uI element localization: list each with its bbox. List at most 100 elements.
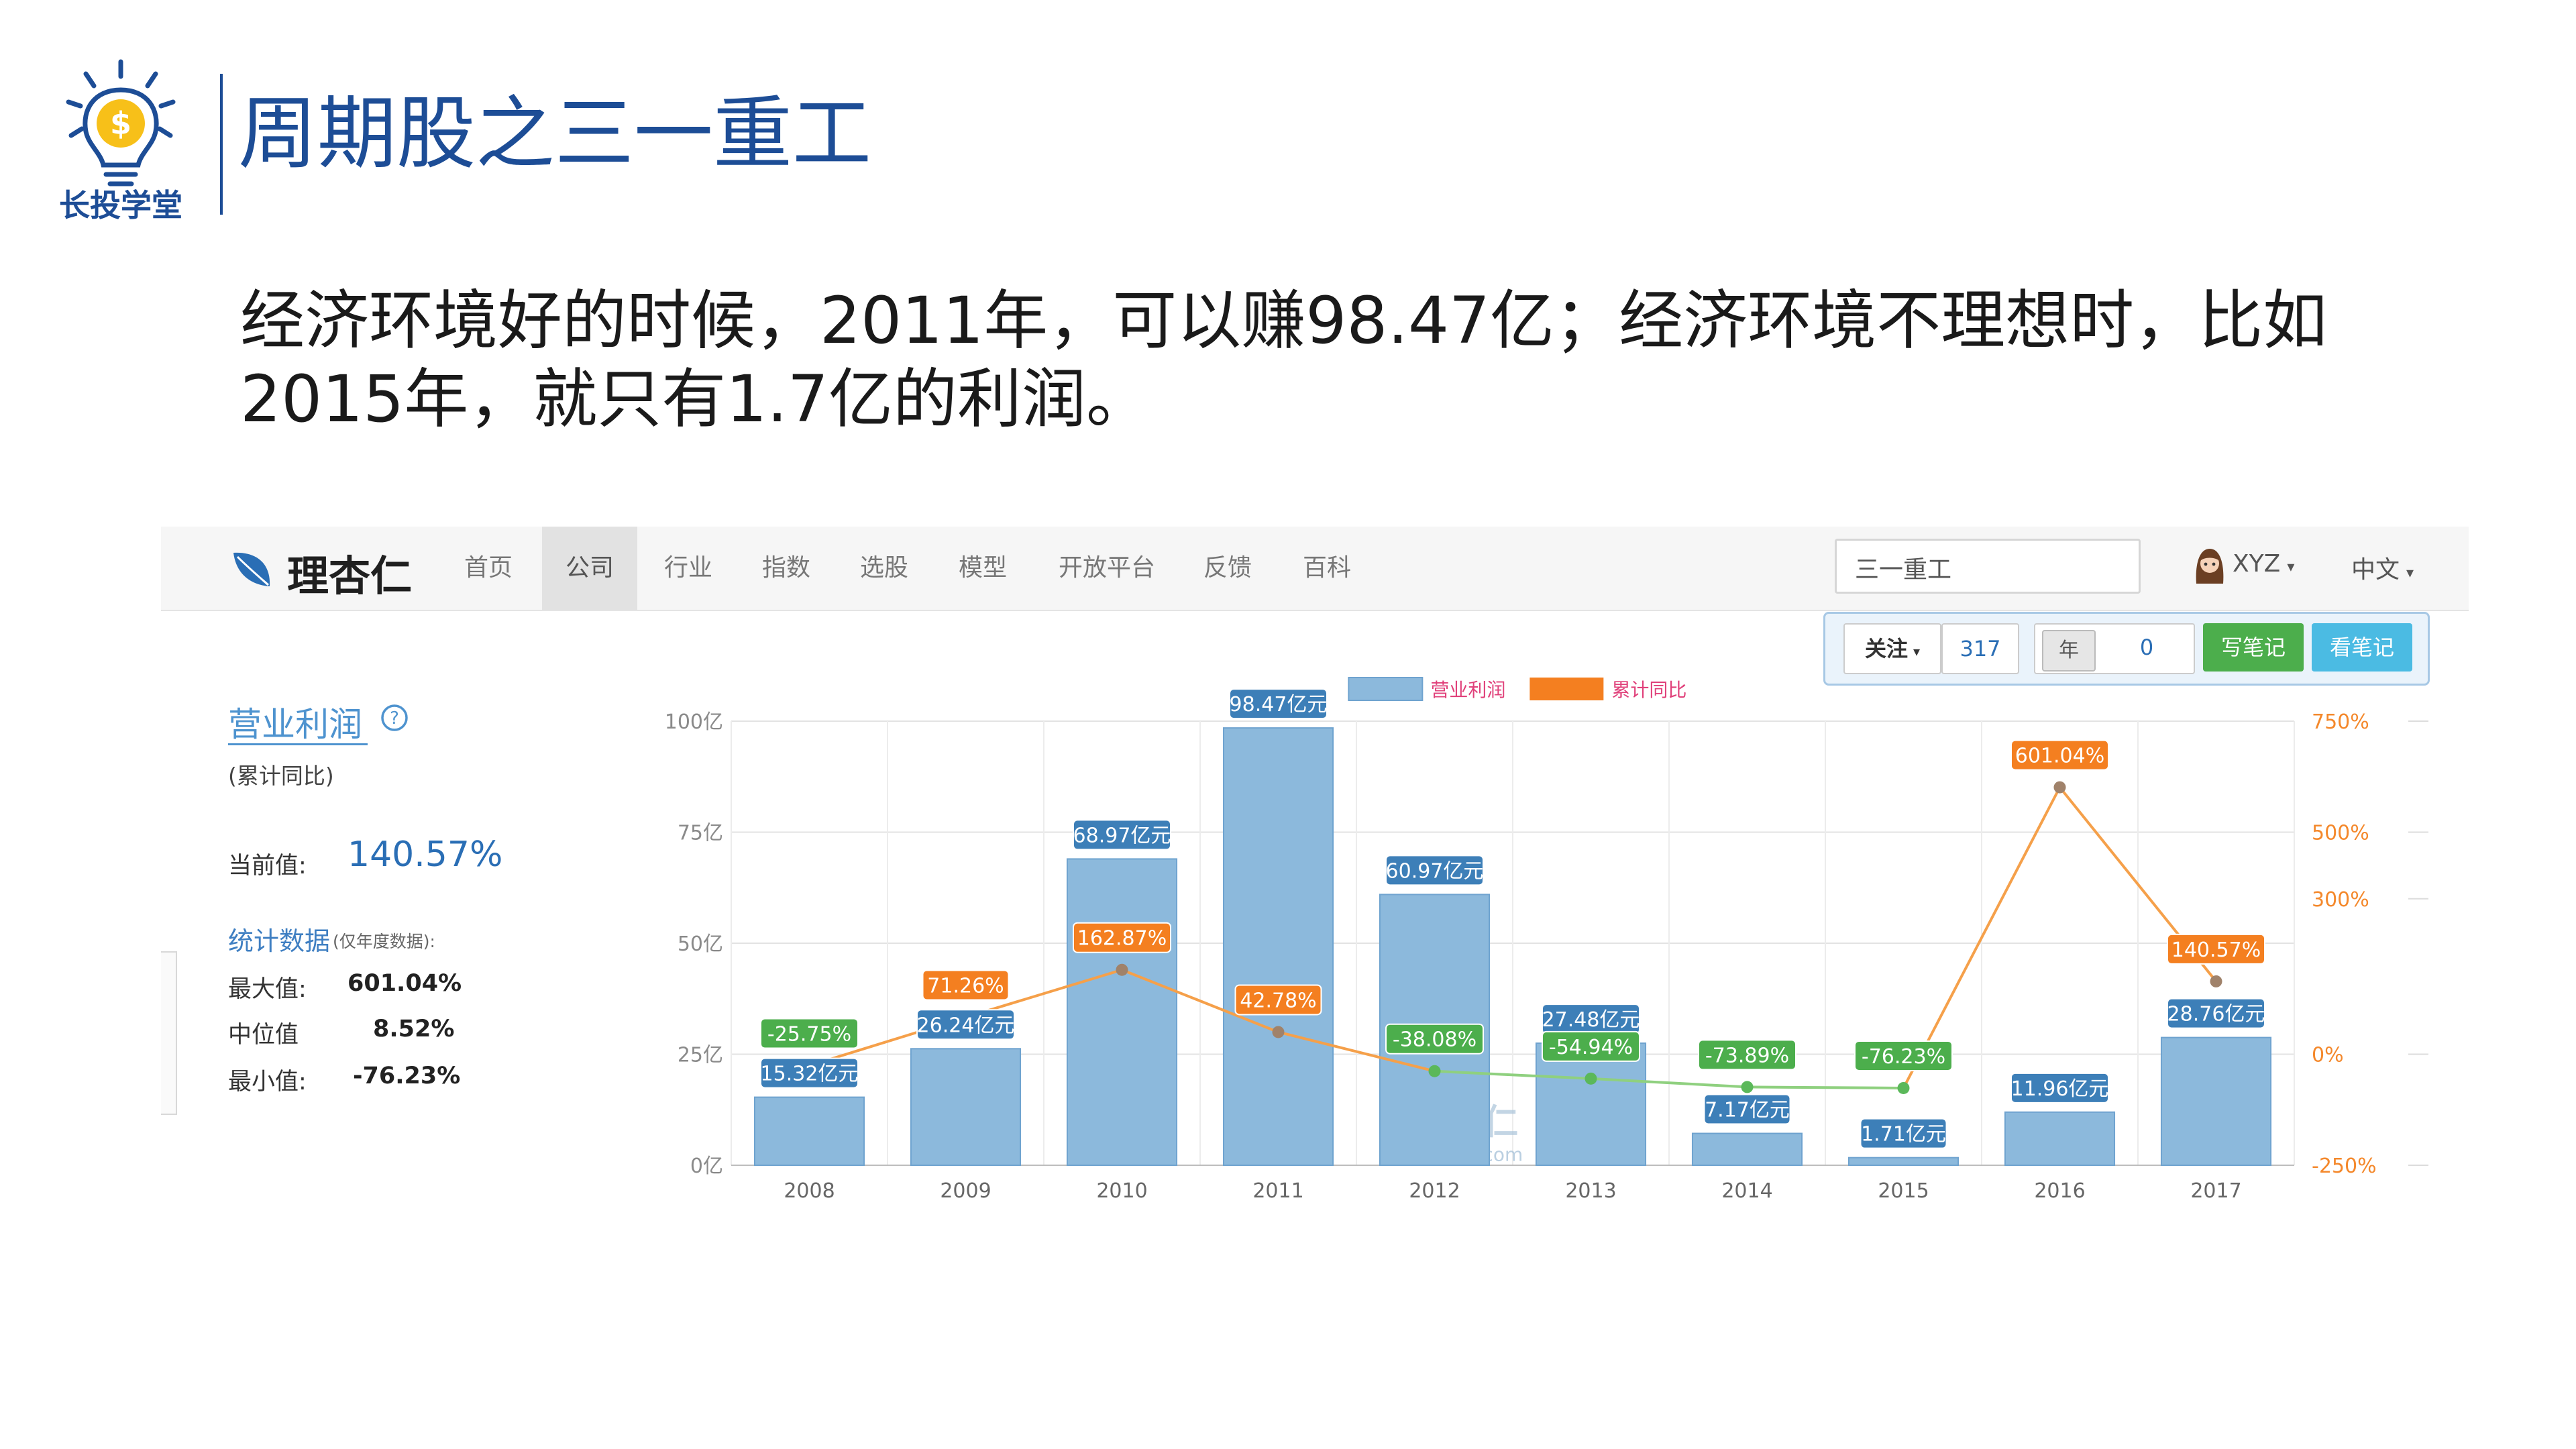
svg-text:?: ? <box>390 708 399 729</box>
nav-item-company[interactable]: 公司 <box>542 527 637 610</box>
write-note-button[interactable]: 写笔记 <box>2203 623 2304 672</box>
nav-item-home[interactable]: 首页 <box>464 554 513 582</box>
metric-title-link[interactable]: 营业利润 <box>228 705 362 744</box>
follow-button[interactable]: 关注 ▾ <box>1843 623 1941 674</box>
side-scroll-strip[interactable] <box>161 951 177 1115</box>
legend-swatch-line <box>1529 678 1604 700</box>
x-axis-tick-label: 2016 <box>2034 1179 2085 1203</box>
slide-body-text: 经济环境好的时候，2011年，可以赚98.47亿；经济环境不理想时，比如2015… <box>240 283 2328 437</box>
yoy-point <box>2053 781 2066 794</box>
x-axis-tick-label: 2014 <box>1721 1179 1772 1203</box>
yoy-point <box>1585 1072 1597 1085</box>
yoy-line-segment <box>1278 1030 1435 1073</box>
stat-median-value: 8.52% <box>373 1016 455 1042</box>
bar-value-label-bg <box>2010 1072 2109 1104</box>
yoy-value-label-bg <box>922 969 1010 1001</box>
yoy-value-label: 71.26% <box>927 974 1004 998</box>
x-axis-tick-label: 2008 <box>784 1179 835 1203</box>
slide-title: 周期股之三一重工 <box>238 87 872 180</box>
left-axis-tick-label: 100亿 <box>665 710 723 734</box>
nav-item-feedback[interactable]: 反馈 <box>1203 554 1252 582</box>
nav-item-wiki[interactable]: 百科 <box>1302 554 1351 582</box>
bar-value-label: 28.76亿元 <box>2167 1003 2265 1026</box>
user-avatar-icon[interactable] <box>2192 545 2227 585</box>
legend-swatch-bar <box>1348 677 1424 701</box>
stats-note: (仅年度数据): <box>333 932 435 951</box>
bar-operating-profit <box>753 1096 865 1167</box>
stat-max-value: 601.04% <box>347 970 462 997</box>
current-value: 140.57% <box>347 835 503 875</box>
yoy-point <box>2210 975 2222 987</box>
chevron-down-icon: ▾ <box>2406 565 2414 582</box>
bar-value-label: 27.48亿元 <box>1542 1008 1640 1032</box>
yoy-value-label: -38.08% <box>1393 1028 1477 1052</box>
nav-item-model[interactable]: 模型 <box>958 554 1007 582</box>
right-axis-tick-label: -250% <box>2312 1155 2377 1178</box>
bar-value-label: 11.96亿元 <box>2011 1077 2109 1101</box>
stat-min-label: 最小值: <box>228 1069 307 1095</box>
bar-operating-profit <box>1847 1157 1960 1167</box>
search-input-value: 三一重工 <box>1855 556 1952 584</box>
bar-value-label: 15.32亿元 <box>761 1063 859 1086</box>
bar-value-label: 26.24亿元 <box>917 1014 1015 1037</box>
header-divider <box>220 74 223 215</box>
bar-value-label-bg <box>1860 1118 1947 1149</box>
stat-max-label: 最大值: <box>228 976 307 1003</box>
bar-operating-profit <box>1691 1132 1803 1167</box>
svg-text:$: $ <box>110 105 131 142</box>
bar-value-label-bg <box>1073 819 1171 851</box>
yoy-line-segment <box>1747 1085 1904 1089</box>
metric-subtitle: (累计同比) <box>228 763 334 789</box>
bar-value-label-bg <box>2167 998 2265 1029</box>
year-value: 0 <box>2139 635 2154 660</box>
search-input[interactable] <box>1835 539 2141 594</box>
legend-label-line: 累计同比 <box>1611 679 1686 701</box>
metric-title-underline <box>228 743 368 745</box>
help-icon[interactable]: ? <box>380 703 409 733</box>
yoy-value-label-bg <box>2167 933 2265 965</box>
lightbulb-logo-icon: $ <box>66 59 176 186</box>
yoy-value-label-bg <box>1698 1039 1796 1071</box>
bar-value-label-bg <box>1703 1093 1791 1125</box>
right-axis-tick-label: 0% <box>2312 1044 2344 1067</box>
x-axis-tick-label: 2017 <box>2190 1179 2241 1203</box>
yoy-value-label-bg <box>1385 1023 1484 1055</box>
left-axis-tick-label: 0亿 <box>690 1155 723 1178</box>
yoy-value-label: -76.23% <box>1862 1045 1945 1069</box>
x-axis-tick-label: 2012 <box>1409 1179 1460 1203</box>
yoy-point <box>1428 1065 1441 1077</box>
logo-text: 长投学堂 <box>59 187 182 223</box>
user-name: XYZ <box>2233 550 2281 578</box>
user-menu[interactable]: XYZ ▾ <box>2233 550 2294 578</box>
yoy-line-segment <box>1902 786 2061 1089</box>
x-axis-tick-label: 2009 <box>940 1179 991 1203</box>
follow-count: 317 <box>1941 623 2019 674</box>
brand-name[interactable]: 理杏仁 <box>287 551 413 600</box>
yoy-line-segment <box>1591 1077 1748 1089</box>
yoy-value-label: 42.78% <box>1240 989 1316 1012</box>
bar-value-label: 68.97亿元 <box>1073 824 1171 847</box>
nav-item-index[interactable]: 指数 <box>761 554 810 582</box>
x-axis-tick-label: 2015 <box>1878 1179 1929 1203</box>
bar-value-label-bg <box>760 1057 859 1089</box>
yoy-value-label-bg <box>1073 922 1171 953</box>
bar-operating-profit <box>1066 858 1178 1166</box>
yoy-point <box>1272 1026 1285 1038</box>
stat-min-value: -76.23% <box>353 1063 461 1089</box>
yoy-value-label: -54.94% <box>1549 1036 1633 1059</box>
view-notes-button[interactable]: 看笔记 <box>2312 623 2412 672</box>
operating-profit-chart: 0亿 25亿 50亿 75亿 100亿 -250% 0% 300% 500% 750% 2008 20… <box>665 677 2428 1203</box>
bar-operating-profit <box>2160 1036 2272 1167</box>
nav-item-open-platform[interactable]: 开放平台 <box>1058 554 1155 582</box>
yoy-point <box>1897 1081 1910 1094</box>
language-menu[interactable]: 中文 ▾ <box>2351 550 2414 585</box>
year-button[interactable]: 年 <box>2042 630 2096 672</box>
nav-item-industry[interactable]: 行业 <box>663 554 712 582</box>
bar-value-label-bg <box>1229 688 1328 720</box>
yoy-point <box>1741 1081 1754 1093</box>
right-axis-tick-label: 300% <box>2312 888 2369 912</box>
yoy-line-segment <box>1121 968 1279 1034</box>
x-axis-tick-label: 2011 <box>1252 1179 1303 1203</box>
yoy-value-label: 162.87% <box>1077 927 1167 951</box>
nav-item-screener[interactable]: 选股 <box>859 554 908 582</box>
